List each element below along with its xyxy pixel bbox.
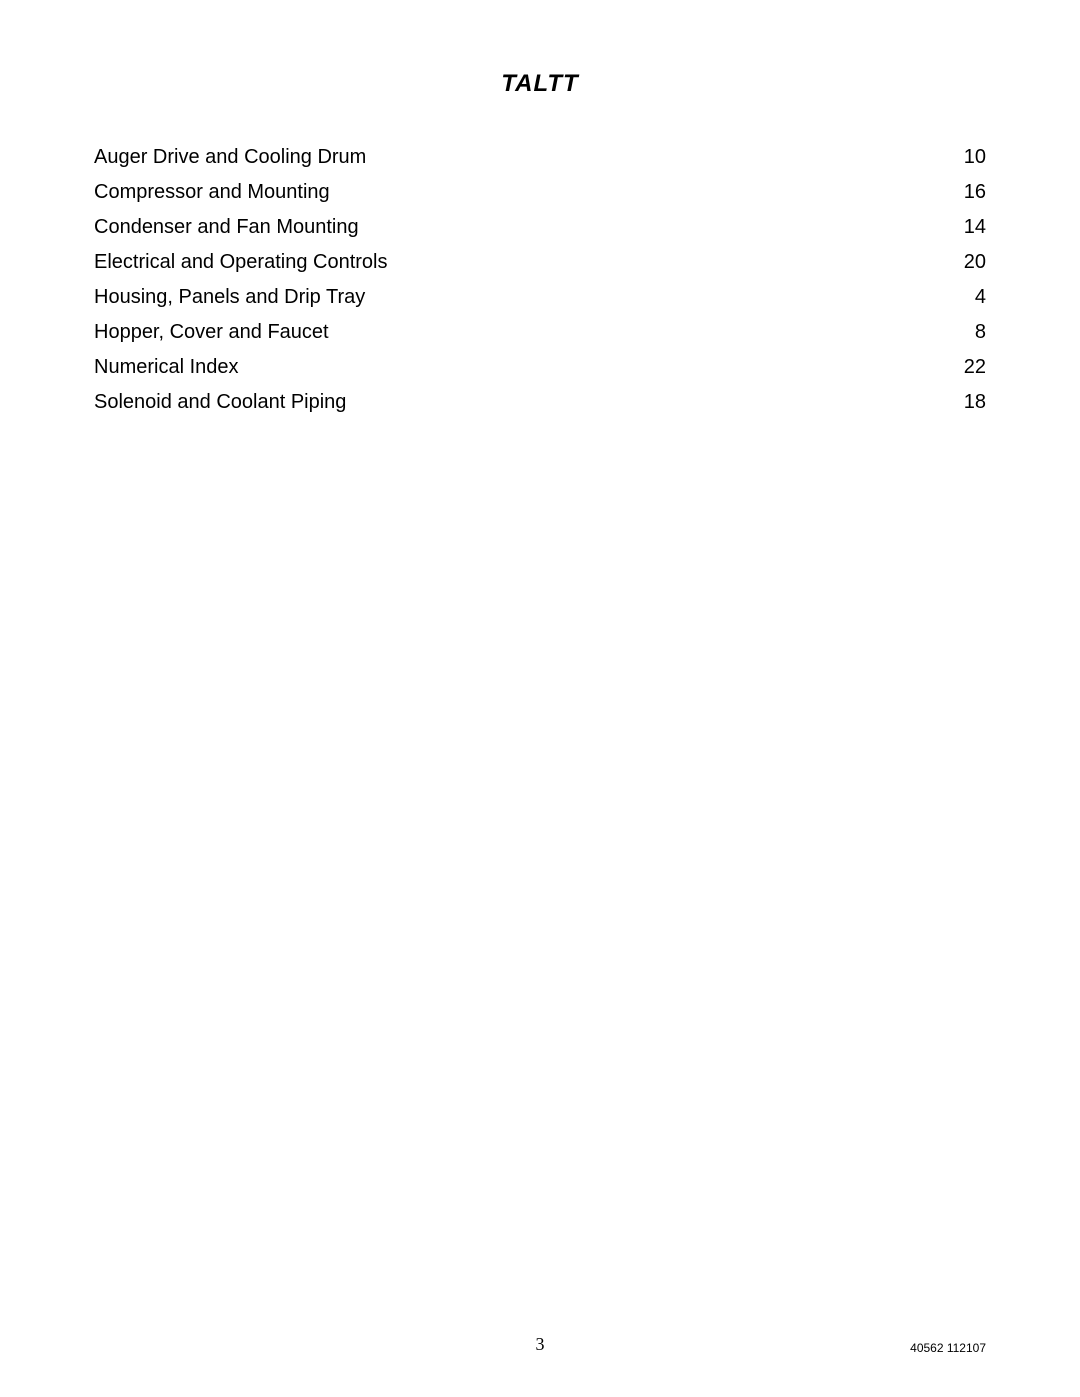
toc-entry: Electrical and Operating Controls 20 <box>94 251 986 274</box>
toc-label: Housing, Panels and Drip Tray <box>94 286 365 309</box>
table-of-contents: Auger Drive and Cooling Drum 10 Compress… <box>94 146 986 414</box>
toc-entry: Numerical Index 22 <box>94 356 986 379</box>
toc-page-number: 14 <box>960 216 986 239</box>
toc-label: Solenoid and Coolant Piping <box>94 391 346 414</box>
toc-page-number: 16 <box>960 181 986 204</box>
toc-entry: Solenoid and Coolant Piping 18 <box>94 391 986 414</box>
toc-entry: Housing, Panels and Drip Tray 4 <box>94 286 986 309</box>
toc-page-number: 10 <box>960 146 986 169</box>
toc-page-number: 18 <box>960 391 986 414</box>
toc-label: Auger Drive and Cooling Drum <box>94 146 366 169</box>
toc-label: Electrical and Operating Controls <box>94 251 387 274</box>
toc-page-number: 8 <box>971 321 986 344</box>
document-title: TALTT <box>94 70 986 98</box>
toc-entry: Auger Drive and Cooling Drum 10 <box>94 146 986 169</box>
toc-entry: Hopper, Cover and Faucet 8 <box>94 321 986 344</box>
toc-label: Numerical Index <box>94 356 239 379</box>
toc-page-number: 22 <box>960 356 986 379</box>
toc-page-number: 20 <box>960 251 986 274</box>
toc-label: Compressor and Mounting <box>94 181 330 204</box>
toc-label: Condenser and Fan Mounting <box>94 216 359 239</box>
toc-entry: Condenser and Fan Mounting 14 <box>94 216 986 239</box>
page-container: TALTT Auger Drive and Cooling Drum 10 Co… <box>0 0 1080 414</box>
toc-label: Hopper, Cover and Faucet <box>94 321 329 344</box>
document-code: 40562 112107 <box>910 1341 986 1355</box>
toc-entry: Compressor and Mounting 16 <box>94 181 986 204</box>
toc-page-number: 4 <box>971 286 986 309</box>
page-footer: 3 40562 112107 <box>0 1334 1080 1355</box>
